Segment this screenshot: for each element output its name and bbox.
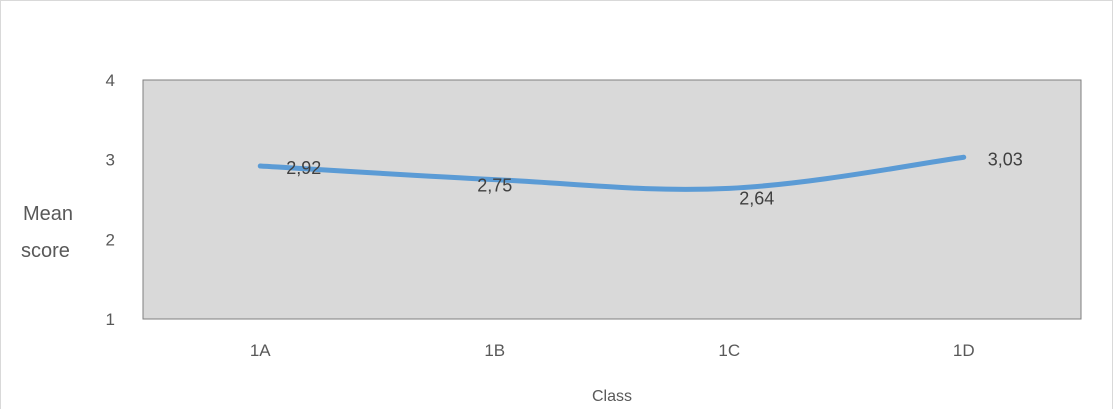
x-tick-label: 1A — [250, 341, 271, 360]
x-tick-label: 1C — [718, 341, 740, 360]
y-tick-label: 4 — [106, 71, 115, 90]
x-tick-label: 1B — [484, 341, 505, 360]
y-tick-label: 3 — [106, 151, 115, 170]
y-tick-label: 1 — [106, 310, 115, 329]
series-group — [257, 154, 967, 192]
y-axis-title-line1: Mean — [23, 203, 73, 225]
plot-area — [142, 79, 1082, 320]
x-tick-label: 1D — [953, 341, 975, 360]
data-label: 2,75 — [477, 176, 512, 196]
x-axis-tick-labels: 1A 1B 1C 1D — [250, 341, 975, 360]
series-line — [257, 154, 967, 192]
y-axis-title-line2: score — [21, 240, 70, 262]
data-label: 2,92 — [286, 158, 321, 178]
y-tick-label: 2 — [106, 230, 115, 249]
data-label: 2,64 — [739, 188, 774, 208]
data-labels: 2,92 2,75 2,64 3,03 — [286, 149, 1023, 208]
x-axis-title: Class — [592, 388, 632, 405]
y-axis-tick-labels: 1 2 3 4 — [106, 71, 115, 329]
data-label: 3,03 — [988, 149, 1023, 169]
